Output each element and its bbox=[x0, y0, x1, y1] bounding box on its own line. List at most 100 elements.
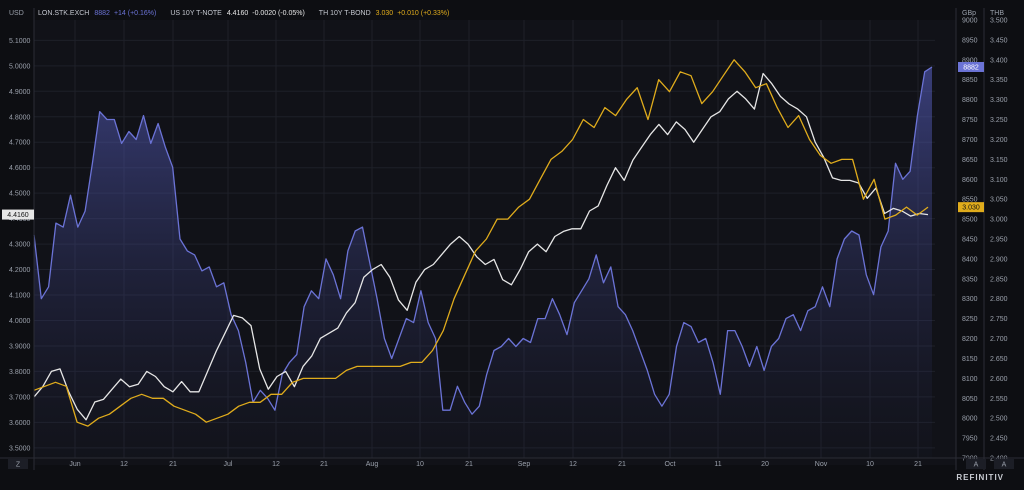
right-tick-label: 2.850 bbox=[990, 276, 1008, 283]
corner-right-tile bbox=[966, 459, 986, 469]
mid-tick-label: 8000 bbox=[962, 416, 978, 423]
mid-tick-label: 7950 bbox=[962, 436, 978, 443]
x-tick-label: Oct bbox=[665, 461, 676, 468]
left-tick-label: 4.1000 bbox=[9, 293, 31, 300]
right-tick-label: 2.950 bbox=[990, 237, 1008, 244]
right-tick-label: 2.800 bbox=[990, 296, 1008, 303]
legend: LON.STK.EXCH 8882 +14 (+0.16%) US 10Y T-NOT… bbox=[38, 10, 449, 17]
right-tick-label: 3.050 bbox=[990, 197, 1008, 204]
x-tick-label: Sep bbox=[518, 461, 531, 468]
right-tick-label: 2.500 bbox=[990, 416, 1008, 423]
left-tick-label: 4.5000 bbox=[9, 191, 31, 198]
mid-tick-label: 8700 bbox=[962, 137, 978, 144]
x-tick-label: 21 bbox=[320, 461, 328, 468]
mid-tick-label: 8450 bbox=[962, 237, 978, 244]
right-tick-label: 2.450 bbox=[990, 436, 1008, 443]
th10y-price-tag bbox=[958, 202, 984, 213]
legend-name-1: US 10Y T-NOTE bbox=[170, 10, 222, 17]
left-tick-label: 4.4000 bbox=[9, 216, 31, 223]
x-tick-label: 12 bbox=[120, 461, 128, 468]
right-tick-label: 2.700 bbox=[990, 336, 1008, 343]
right-tick-label: 3.400 bbox=[990, 57, 1008, 64]
right-tick-label: 3.000 bbox=[990, 217, 1008, 224]
corner-right2-tile bbox=[994, 459, 1014, 469]
x-tick-label: 21 bbox=[618, 461, 626, 468]
right-tick-label: 3.350 bbox=[990, 77, 1008, 84]
left-tick-label: 3.9000 bbox=[9, 343, 31, 350]
corner-left-tile-label: Z bbox=[16, 462, 21, 469]
mid-tick-label: 8550 bbox=[962, 197, 978, 204]
left-tick-label: 4.2000 bbox=[9, 267, 31, 274]
left-tick-label: 5.1000 bbox=[9, 38, 31, 45]
mid-tick-label: 8750 bbox=[962, 117, 978, 124]
mid-tick-label: 8950 bbox=[962, 37, 978, 44]
legend-name-2: TH 10Y T-BOND bbox=[319, 10, 371, 17]
x-tick-label: 21 bbox=[465, 461, 473, 468]
right-tick-label: 3.250 bbox=[990, 117, 1008, 124]
x-tick-label: 12 bbox=[569, 461, 577, 468]
right-tick-label: 2.550 bbox=[990, 396, 1008, 403]
th10y-price-label: 3.030 bbox=[962, 205, 980, 212]
right-tick-label: 3.200 bbox=[990, 137, 1008, 144]
lse-price-label: 8882 bbox=[963, 64, 979, 71]
x-tick-label: 12 bbox=[272, 461, 280, 468]
mid-tick-label: 8200 bbox=[962, 336, 978, 343]
lse-price-tag bbox=[958, 61, 984, 72]
left-tick-label: 3.6000 bbox=[9, 420, 31, 427]
left-tick-label: 4.7000 bbox=[9, 140, 31, 147]
right-tick-label: 2.650 bbox=[990, 356, 1008, 363]
mid-tick-label: 8800 bbox=[962, 97, 978, 104]
series-line-1 bbox=[33, 72, 929, 421]
legend-value-1: 4.4160 bbox=[227, 10, 249, 17]
axes-layer: Jun 12 21 Jul 12 21 Aug 10 21 Sep 12 21 Oct 11 20 Nov 10… bbox=[0, 8, 1024, 470]
right-axis-unit: THB bbox=[990, 10, 1004, 17]
legend-value-0: 8882 bbox=[94, 10, 110, 17]
right-tick-label: 2.900 bbox=[990, 256, 1008, 263]
mid-tick-label: 8600 bbox=[962, 177, 978, 184]
mid-tick-label: 8850 bbox=[962, 77, 978, 84]
x-tick-label: 20 bbox=[761, 461, 769, 468]
right-tick-label: 3.100 bbox=[990, 177, 1008, 184]
mid-axis-unit: GBp bbox=[962, 10, 976, 17]
legend-value-2: 3.030 bbox=[376, 10, 394, 17]
mid-tick-label: 8250 bbox=[962, 316, 978, 323]
left-tick-label: 4.0000 bbox=[9, 318, 31, 325]
left-tick-label: 4.9000 bbox=[9, 89, 31, 96]
x-tick-label: Jun bbox=[69, 461, 80, 468]
left-tick-label: 5.0000 bbox=[9, 63, 31, 70]
x-tick-label: Jul bbox=[224, 461, 233, 468]
left-tick-label: 4.3000 bbox=[9, 242, 31, 249]
mid-tick-label: 8900 bbox=[962, 57, 978, 64]
series-line-2 bbox=[33, 59, 929, 427]
x-tick-label: 10 bbox=[416, 461, 424, 468]
right-tick-label: 2.600 bbox=[990, 376, 1008, 383]
mid-tick-label: 8300 bbox=[962, 296, 978, 303]
legend-change-0: +14 (+0.16%) bbox=[114, 10, 156, 17]
mid-tick-label: 8400 bbox=[962, 256, 978, 263]
x-tick-label: 10 bbox=[866, 461, 874, 468]
left-tick-label: 4.6000 bbox=[9, 165, 31, 172]
legend-change-1: -0.0020 (-0.05%) bbox=[252, 10, 305, 17]
mid-tick-label: 8650 bbox=[962, 157, 978, 164]
corner-right-tile-label: A bbox=[974, 462, 979, 469]
left-tick-label: 3.8000 bbox=[9, 369, 31, 376]
mid-tick-label: 8100 bbox=[962, 376, 978, 383]
left-axis-unit: USD bbox=[9, 10, 24, 17]
x-tick-label: 21 bbox=[914, 461, 922, 468]
us10y-price-label: 4.4160 bbox=[7, 212, 29, 219]
mid-tick-label: 8150 bbox=[962, 356, 978, 363]
right-tick-label: 3.300 bbox=[990, 97, 1008, 104]
left-tick-label: 4.8000 bbox=[9, 114, 31, 121]
corner-left-tile bbox=[8, 459, 28, 469]
right-tick-label: 3.500 bbox=[990, 18, 1008, 25]
lse-area bbox=[34, 67, 932, 458]
mid-tick-label: 8500 bbox=[962, 217, 978, 224]
series-layer bbox=[33, 59, 933, 458]
x-tick-label: Aug bbox=[366, 461, 379, 468]
left-tick-label: 3.5000 bbox=[9, 445, 31, 452]
legend-name-0: LON.STK.EXCH bbox=[38, 10, 89, 17]
corner-right2-tile-label: A bbox=[1002, 462, 1007, 469]
brand-logo: REFINITIV bbox=[956, 473, 1004, 482]
